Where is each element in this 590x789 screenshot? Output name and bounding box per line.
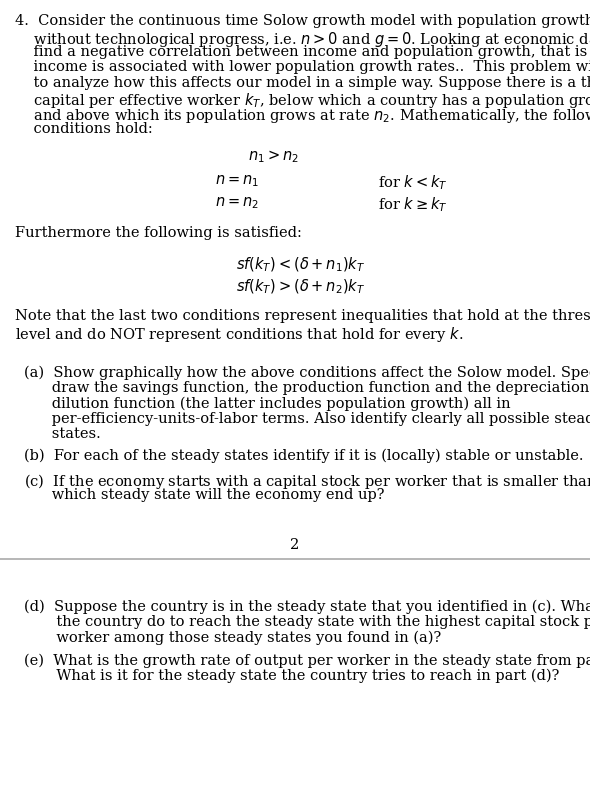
Text: per-efficiency-units-of-labor terms. Also identify clearly all possible steady: per-efficiency-units-of-labor terms. Als… (24, 412, 590, 426)
Text: Note that the last two conditions represent inequalities that hold at the thresh: Note that the last two conditions repres… (15, 309, 590, 323)
Text: without technological progress, i.e. $n > 0$ and $g = 0$. Looking at economic da: without technological progress, i.e. $n … (15, 29, 590, 49)
Text: worker among those steady states you found in (a)?: worker among those steady states you fou… (24, 630, 441, 645)
Text: for $k \geq k_T$: for $k \geq k_T$ (378, 196, 447, 215)
Text: $n=n_2$: $n=n_2$ (215, 196, 259, 211)
Text: (c)  If the economy starts with a capital stock per worker that is smaller than : (c) If the economy starts with a capital… (24, 472, 590, 492)
Text: the country do to reach the steady state with the highest capital stock per: the country do to reach the steady state… (24, 615, 590, 629)
Text: draw the savings function, the production function and the depreciation and: draw the savings function, the productio… (24, 381, 590, 395)
Text: level and do NOT represent conditions that hold for every $k$.: level and do NOT represent conditions th… (15, 325, 463, 344)
Text: 2: 2 (290, 539, 300, 552)
Text: income is associated with lower population growth rates..  This problem will ask: income is associated with lower populati… (15, 61, 590, 74)
Text: Furthermore the following is satisfied:: Furthermore the following is satisfied: (15, 226, 301, 240)
Text: $sf(k_T) < (\delta + n_1)k_T$: $sf(k_T) < (\delta + n_1)k_T$ (236, 256, 365, 274)
Text: (e)  What is the growth rate of output per worker in the steady state from part : (e) What is the growth rate of output pe… (24, 653, 590, 668)
Text: dilution function (the latter includes population growth) all in: dilution function (the latter includes p… (24, 396, 510, 411)
Text: for $k < k_T$: for $k < k_T$ (378, 174, 447, 193)
Text: states.: states. (24, 427, 100, 441)
Text: (a)  Show graphically how the above conditions affect the Solow model. Specifica: (a) Show graphically how the above condi… (24, 366, 590, 380)
Text: What is it for the steady state the country tries to reach in part (d)?: What is it for the steady state the coun… (24, 669, 559, 683)
Text: to analyze how this affects our model in a simple way. Suppose there is a thresh: to analyze how this affects our model in… (15, 76, 590, 90)
Text: find a negative correlation between income and population growth, that is higher: find a negative correlation between inco… (15, 45, 590, 59)
Text: (b)  For each of the steady states identify if it is (locally) stable or unstabl: (b) For each of the steady states identi… (24, 449, 583, 463)
Text: $n=n_1$: $n=n_1$ (215, 174, 260, 189)
Text: and above which its population grows at rate $n_2$. Mathematically, the followin: and above which its population grows at … (15, 107, 590, 125)
Text: $sf(k_T) > (\delta + n_2)k_T$: $sf(k_T) > (\delta + n_2)k_T$ (236, 278, 365, 296)
Text: capital per effective worker $k_T$, below which a country has a population growt: capital per effective worker $k_T$, belo… (15, 92, 590, 110)
Text: 4.  Consider the continuous time Solow growth model with population growth but: 4. Consider the continuous time Solow gr… (15, 14, 590, 28)
Text: conditions hold:: conditions hold: (15, 122, 152, 136)
Text: (d)  Suppose the country is in the steady state that you identified in (c). What: (d) Suppose the country is in the steady… (24, 600, 590, 614)
Text: $n_1 > n_2$: $n_1 > n_2$ (248, 148, 299, 165)
Text: which steady state will the economy end up?: which steady state will the economy end … (24, 488, 384, 502)
